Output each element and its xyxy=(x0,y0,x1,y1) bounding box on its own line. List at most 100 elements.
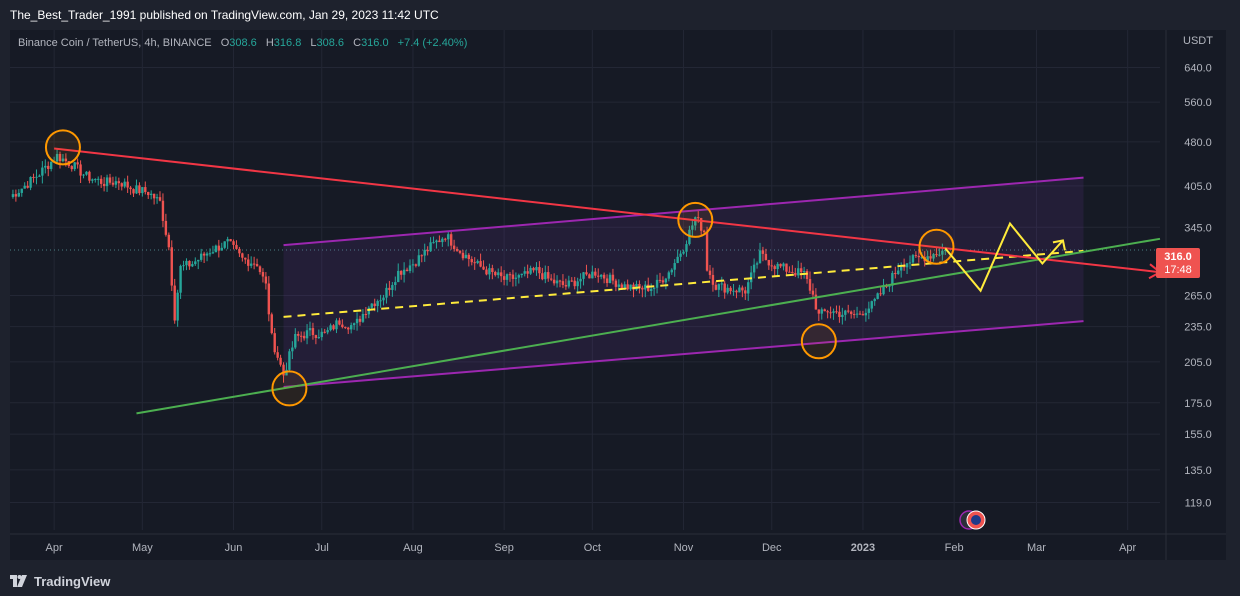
candle-body xyxy=(279,357,282,365)
price-chart-svg[interactable]: USDT 640.0 560.0 480.0 405.0 345.0 265.0 235.0 2… xyxy=(10,30,1226,560)
candle-body xyxy=(185,260,188,266)
candle-body xyxy=(567,280,571,287)
candle-body xyxy=(126,181,129,188)
candle-body xyxy=(714,284,718,290)
candle-body xyxy=(473,262,476,264)
candle-body xyxy=(879,293,882,295)
candle-body xyxy=(761,250,765,254)
candle-body xyxy=(502,276,506,280)
candle-body xyxy=(64,158,68,162)
candle-body xyxy=(552,279,556,284)
candle-body xyxy=(452,245,456,249)
candle-body xyxy=(935,254,938,256)
price-badge-value: 316.0 xyxy=(1164,251,1192,263)
candle-body xyxy=(576,281,579,287)
candle-body xyxy=(208,253,212,255)
candle-body xyxy=(911,255,915,263)
x-tick-label: Dec xyxy=(762,542,782,554)
candle-body xyxy=(867,308,871,313)
candle-body xyxy=(244,257,247,260)
candle-body xyxy=(99,178,103,184)
candle-body xyxy=(694,217,697,226)
candle-body xyxy=(294,334,297,348)
x-tick-label: Oct xyxy=(584,542,601,554)
candle-body xyxy=(882,286,885,295)
candle-body xyxy=(517,275,521,278)
y-tick-label: 480.0 xyxy=(1184,137,1212,149)
candle-body xyxy=(152,193,156,199)
candle-body xyxy=(782,263,785,267)
candle-body xyxy=(817,309,821,314)
y-tick-label: 265.0 xyxy=(1184,291,1212,303)
candle-body xyxy=(149,193,153,196)
candle-body xyxy=(161,200,165,221)
candle-body xyxy=(191,264,194,267)
price-axis[interactable]: USDT 640.0 560.0 480.0 405.0 345.0 265.0 235.0 2… xyxy=(1165,30,1213,560)
candle-body xyxy=(264,276,268,284)
candle-body xyxy=(199,253,203,260)
candle-body xyxy=(897,270,900,275)
candle-body xyxy=(499,272,503,277)
high-label: H xyxy=(265,37,274,49)
candle-body xyxy=(732,290,735,292)
candle-body xyxy=(791,271,794,274)
x-tick-label: Jun xyxy=(225,542,243,554)
candle-body xyxy=(726,287,729,293)
publish-line: The_Best_Trader_1991 published on Tradin… xyxy=(10,8,439,22)
candle-body xyxy=(429,242,432,252)
candle-body xyxy=(485,269,488,275)
candle-body xyxy=(770,265,773,267)
candle-body xyxy=(691,225,694,230)
events-icon[interactable] xyxy=(959,510,986,530)
candle-body xyxy=(229,239,232,242)
candle-body xyxy=(232,241,235,245)
candle-body xyxy=(226,239,229,242)
candle-body xyxy=(241,253,244,258)
candle-body xyxy=(505,274,509,280)
candle-body xyxy=(361,313,365,322)
pivot-circle xyxy=(918,228,955,265)
low-value: 308.6 xyxy=(316,37,345,49)
candle-body xyxy=(752,264,756,273)
candle-body xyxy=(367,307,371,315)
candle-body xyxy=(405,269,409,272)
candle-body xyxy=(314,335,318,339)
symbol-name: Binance Coin / TetherUS, 4h, BINANCE xyxy=(18,37,212,49)
candle-body xyxy=(76,162,79,165)
candle-body xyxy=(179,265,182,293)
candle-body xyxy=(488,268,491,275)
candle-body xyxy=(458,250,462,253)
candle-body xyxy=(108,177,112,183)
candle-body xyxy=(670,269,673,273)
time-axis[interactable]: Apr May Jun Jul Aug Sep Oct Nov Dec 2023 Feb Mar Apr xyxy=(10,533,1226,554)
candle-body xyxy=(835,311,838,313)
candle-body xyxy=(326,330,329,333)
candle-body xyxy=(464,254,468,259)
change-value: +7.4 (+2.40%) xyxy=(397,37,468,49)
candle-body xyxy=(402,269,406,275)
footer-bar: TradingView xyxy=(0,566,1240,596)
candle-body xyxy=(549,278,553,280)
chart-area[interactable]: USDT 640.0 560.0 480.0 405.0 345.0 265.0 235.0 2… xyxy=(10,30,1226,560)
candle-body xyxy=(29,176,32,188)
candle-body xyxy=(535,267,538,271)
candle-body xyxy=(808,279,812,291)
low-label: L xyxy=(310,37,317,49)
candle-body xyxy=(532,267,535,271)
price-badge-countdown: 17:48 xyxy=(1164,264,1192,276)
candle-body xyxy=(655,279,659,288)
candle-body xyxy=(291,347,294,352)
candle-body xyxy=(379,300,382,302)
candle-body xyxy=(376,300,379,307)
candle-body xyxy=(194,261,197,265)
candle-body xyxy=(626,284,629,290)
candle-body xyxy=(664,278,668,283)
candle-body xyxy=(652,287,656,289)
price-badge-bg xyxy=(1156,248,1200,278)
candle-body xyxy=(338,320,341,325)
candle-body xyxy=(585,272,588,275)
candle-body xyxy=(594,271,597,276)
tradingview-logo[interactable]: TradingView xyxy=(10,571,110,591)
candle-body xyxy=(564,284,568,287)
candle-body xyxy=(823,309,826,312)
